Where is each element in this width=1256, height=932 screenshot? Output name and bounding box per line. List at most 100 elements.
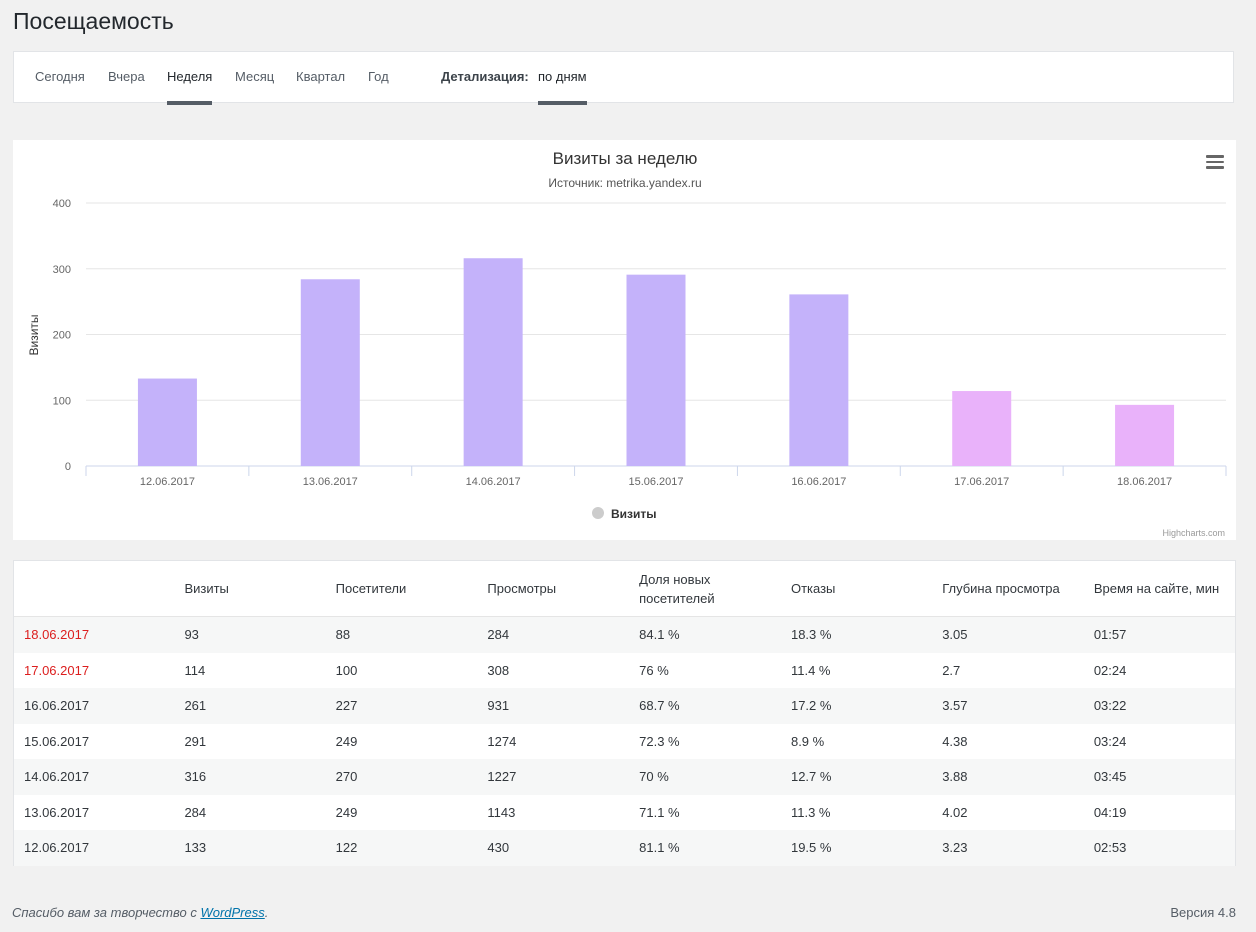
y-tick-label: 300 (53, 264, 71, 276)
bar-16.06.2017[interactable] (789, 294, 849, 466)
table-cell: 284 (487, 627, 510, 643)
footer-thanks: Спасибо вам за творчество с WordPress. (12, 905, 268, 920)
table-cell: 122 (335, 840, 358, 856)
tab-year[interactable]: Год (368, 69, 389, 84)
y-axis-title: Визиты (27, 314, 41, 355)
column-header: Посетители (325, 561, 478, 617)
table-cell: 93 (184, 627, 199, 643)
bar-12.06.2017[interactable] (137, 378, 197, 466)
chart-menu-icon[interactable] (1206, 155, 1224, 170)
table-row: 18.06.2017 93 88 284 84.1 % 18.3 % 3.05 01:57 (14, 616, 1235, 653)
table-cell: 1274 (487, 733, 517, 749)
table-cell: 100 (335, 662, 358, 678)
table-cell: 114 (184, 662, 206, 678)
x-tick-label: 17.06.2017 (954, 476, 1009, 488)
footer-thanks-text: Спасибо вам за творчество с (12, 905, 201, 920)
bar-15.06.2017[interactable] (626, 274, 686, 466)
table-cell: 17.2 % (790, 698, 832, 714)
table-cell: 03:22 (1093, 698, 1127, 714)
stats-table: Визиты Посетители Просмотры Доля новых посе… (14, 561, 1235, 866)
table-cell: 04:19 (1093, 804, 1127, 820)
row-date: 15.06.2017 (24, 733, 90, 749)
column-header: Визиты (174, 561, 326, 617)
table-row: 15.06.2017 291 249 1274 72.3 % 8.9 % 4.38 03:24 (14, 724, 1235, 760)
tab-quarter[interactable]: Квартал (296, 69, 346, 84)
legend-symbol (592, 507, 604, 519)
column-header: Время на сайте, мин (1083, 561, 1235, 617)
table-cell: 261 (184, 698, 207, 714)
y-tick-label: 400 (53, 198, 71, 210)
tab-today[interactable]: Сегодня (35, 69, 85, 84)
x-tick-label: 14.06.2017 (466, 476, 521, 488)
table-row: 13.06.2017 284 249 1143 71.1 % 11.3 % 4.02 04:1… (14, 795, 1235, 831)
x-axis-layer: 12.06.2017 13.06.2017 14.06.2017 15.06.2017… (85, 466, 1227, 488)
chart-credits[interactable]: Highcharts.com (1162, 528, 1225, 538)
bar-17.06.2017[interactable] (952, 391, 1012, 466)
column-header: Доля новых посетителей (629, 561, 781, 617)
chart-svg: Визиты за неделю Источник: metrika.yande… (27, 149, 1227, 538)
table-cell: 1143 (487, 804, 516, 820)
chart-subtitle: Источник: metrika.yandex.ru (548, 176, 701, 190)
table-cell: 68.7 % (639, 698, 680, 714)
table-cell: 4.38 (942, 733, 968, 749)
row-date: 12.06.2017 (24, 840, 90, 856)
table-cell: 11.4 % (790, 662, 831, 678)
row-date: 18.06.2017 (24, 627, 90, 643)
table-row: 16.06.2017 261 227 931 68.7 % 17.2 % 3.57 03:22 (14, 688, 1235, 724)
bar-14.06.2017[interactable] (463, 258, 523, 466)
table-cell: 2.7 (942, 662, 961, 678)
table-cell: 227 (335, 698, 358, 714)
table-cell: 3.23 (942, 840, 968, 856)
table-cell: 3.88 (942, 769, 968, 785)
x-tick-label: 18.06.2017 (1117, 476, 1172, 488)
table-cell: 931 (487, 698, 510, 714)
table-cell: 76 % (639, 662, 669, 678)
column-header: Просмотры (477, 561, 630, 617)
bar-18.06.2017[interactable] (1115, 404, 1175, 466)
legend-item-visits[interactable]: Визиты (592, 507, 657, 521)
table-cell: 84.1 % (639, 627, 680, 643)
bar-13.06.2017[interactable] (300, 279, 360, 466)
table-cell: 291 (184, 733, 207, 749)
row-date: 16.06.2017 (24, 698, 90, 714)
y-tick-label: 0 (65, 461, 71, 473)
tab-yesterday[interactable]: Вчера (108, 69, 145, 84)
detail-value-dropdown[interactable]: по дням (538, 52, 587, 105)
table-cell: 8.9 % (790, 733, 825, 749)
column-header: Глубина просмотра (932, 561, 1084, 617)
column-header (14, 561, 175, 617)
table-cell: 270 (335, 769, 358, 785)
bars-layer (137, 258, 1175, 466)
table-cell: 249 (335, 733, 358, 749)
table-cell: 18.3 % (790, 627, 832, 643)
tab-month[interactable]: Месяц (235, 69, 275, 84)
row-date: 14.06.2017 (24, 769, 90, 785)
chart-title: Визиты за неделю (553, 149, 698, 168)
table-cell: 81.1 % (639, 840, 680, 856)
table-cell: 03:45 (1093, 769, 1127, 785)
legend-label: Визиты (611, 507, 657, 521)
table-row: 12.06.2017 133 122 430 81.1 % 19.5 % 3.23 02:53 (14, 830, 1235, 866)
x-tick-label: 15.06.2017 (628, 476, 683, 488)
column-header: Отказы (780, 561, 933, 617)
tab-week[interactable]: Неделя (167, 52, 213, 105)
table-cell: 430 (487, 840, 510, 856)
y-tick-label: 100 (53, 395, 71, 407)
y-tick-label: 200 (53, 330, 71, 342)
table-cell: 71.1 % (639, 804, 680, 820)
wordpress-link[interactable]: WordPress (200, 905, 265, 920)
table-cell: 03:24 (1093, 733, 1127, 749)
table-row: 14.06.2017 316 270 1227 70 % 12.7 % 3.88 03:45 (14, 759, 1235, 795)
detail-label: Детализация: (441, 69, 529, 84)
table-header-row: Визиты Посетители Просмотры Доля новых посе… (14, 561, 1235, 617)
table-cell: 3.57 (942, 698, 968, 714)
table-cell: 70 % (639, 769, 669, 785)
table-cell: 02:53 (1093, 840, 1127, 856)
table-cell: 1227 (487, 769, 517, 785)
row-date: 13.06.2017 (24, 804, 90, 820)
x-tick-label: 13.06.2017 (303, 476, 358, 488)
table-cell: 12.7 % (790, 769, 832, 785)
footer-version: Версия 4.8 (1170, 905, 1236, 920)
table-cell: 133 (184, 840, 207, 856)
page-title: Посещаемость (13, 8, 174, 34)
